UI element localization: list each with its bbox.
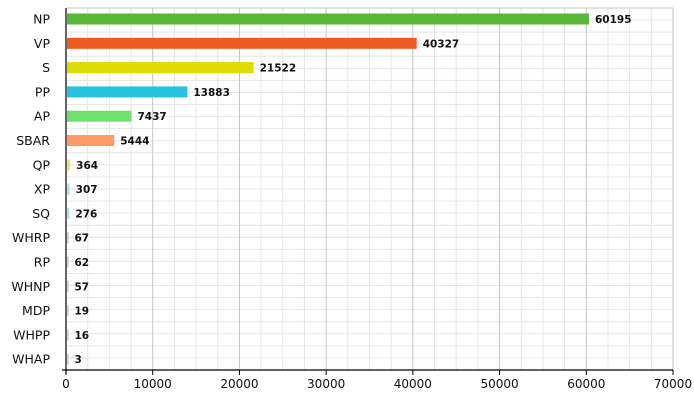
bar-rp — [67, 256, 69, 268]
data-labels: 60195 40327 21522 13883 7437 5444 364 307 276 67 6… — [75, 14, 632, 366]
category-label: RP — [34, 255, 51, 270]
category-label: QP — [33, 157, 51, 172]
bar-np — [67, 13, 589, 25]
bar-s — [67, 62, 254, 74]
data-label: 307 — [76, 184, 98, 196]
category-label: AP — [34, 109, 51, 124]
bar-mdp — [67, 305, 69, 317]
data-label: 364 — [76, 160, 98, 172]
bar-ap — [67, 110, 132, 122]
data-label: 19 — [75, 306, 90, 318]
data-label: 13883 — [193, 87, 230, 99]
category-label: WHRP — [12, 230, 50, 245]
bar-xp — [67, 183, 70, 195]
x-tick-label: 10000 — [134, 377, 172, 391]
data-label: 7437 — [137, 111, 166, 123]
data-label: 16 — [75, 330, 90, 342]
bar-sq — [67, 207, 70, 219]
bar-pp — [67, 86, 188, 98]
category-label: NP — [33, 12, 50, 27]
category-label: S — [42, 60, 50, 75]
data-label: 3 — [75, 354, 82, 366]
x-tick-label: 50000 — [480, 377, 518, 391]
category-label: WHAP — [12, 352, 50, 367]
category-label: SBAR — [16, 133, 50, 148]
bar-qp — [67, 159, 71, 171]
bar-whpp — [67, 329, 69, 341]
data-label: 60195 — [595, 14, 632, 26]
category-label: XP — [34, 182, 51, 197]
x-tick-label: 0 — [62, 377, 70, 391]
bar-group — [67, 13, 589, 365]
category-label: SQ — [32, 206, 50, 221]
x-tick-label: 30000 — [307, 377, 345, 391]
x-tick-labels: 0 10000 20000 30000 40000 50000 60000 70000 — [62, 377, 692, 391]
x-tick-label: 60000 — [567, 377, 605, 391]
data-label: 67 — [75, 233, 90, 245]
bar-whnp — [67, 280, 69, 292]
category-label: WHNP — [11, 279, 50, 294]
data-label: 5444 — [120, 136, 149, 148]
x-tick-label: 20000 — [220, 377, 258, 391]
data-label: 21522 — [260, 63, 297, 75]
bar-vp — [67, 37, 417, 49]
category-label: PP — [35, 84, 51, 99]
bar-whap — [67, 353, 69, 365]
category-label: VP — [34, 36, 51, 51]
category-label: MDP — [22, 303, 50, 318]
bar-whrp — [67, 232, 69, 244]
axes — [62, 8, 674, 375]
bar-sbar — [67, 135, 115, 146]
data-label: 57 — [75, 281, 90, 293]
category-labels: NP VP S PP AP SBAR QP XP SQ WHRP RP WHNP MDP WHPP WHAP — [11, 12, 50, 367]
x-tick-label: 40000 — [394, 377, 432, 391]
data-label: 276 — [75, 208, 97, 220]
x-tick-label: 70000 — [654, 377, 692, 391]
data-label: 40327 — [423, 38, 460, 50]
category-label: WHPP — [13, 327, 50, 342]
data-label: 62 — [75, 257, 90, 269]
